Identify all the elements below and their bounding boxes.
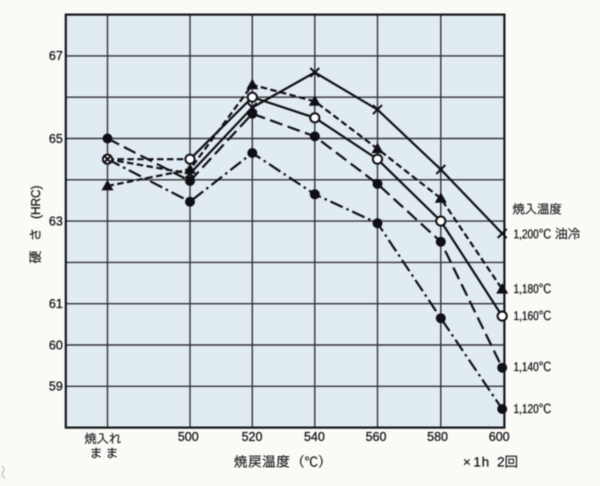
svg-text:61: 61 [49,297,63,311]
svg-text:600: 600 [489,430,510,444]
svg-text:59: 59 [49,380,63,394]
svg-text:65: 65 [49,132,63,146]
svg-text:60: 60 [49,338,63,352]
svg-text:67: 67 [49,49,63,63]
svg-text:560: 560 [366,430,387,444]
svg-text:580: 580 [427,430,448,444]
svg-text:63: 63 [49,214,63,228]
svg-text:540: 540 [304,430,325,444]
svg-text:520: 520 [242,430,263,444]
svg-text:500: 500 [178,430,199,444]
